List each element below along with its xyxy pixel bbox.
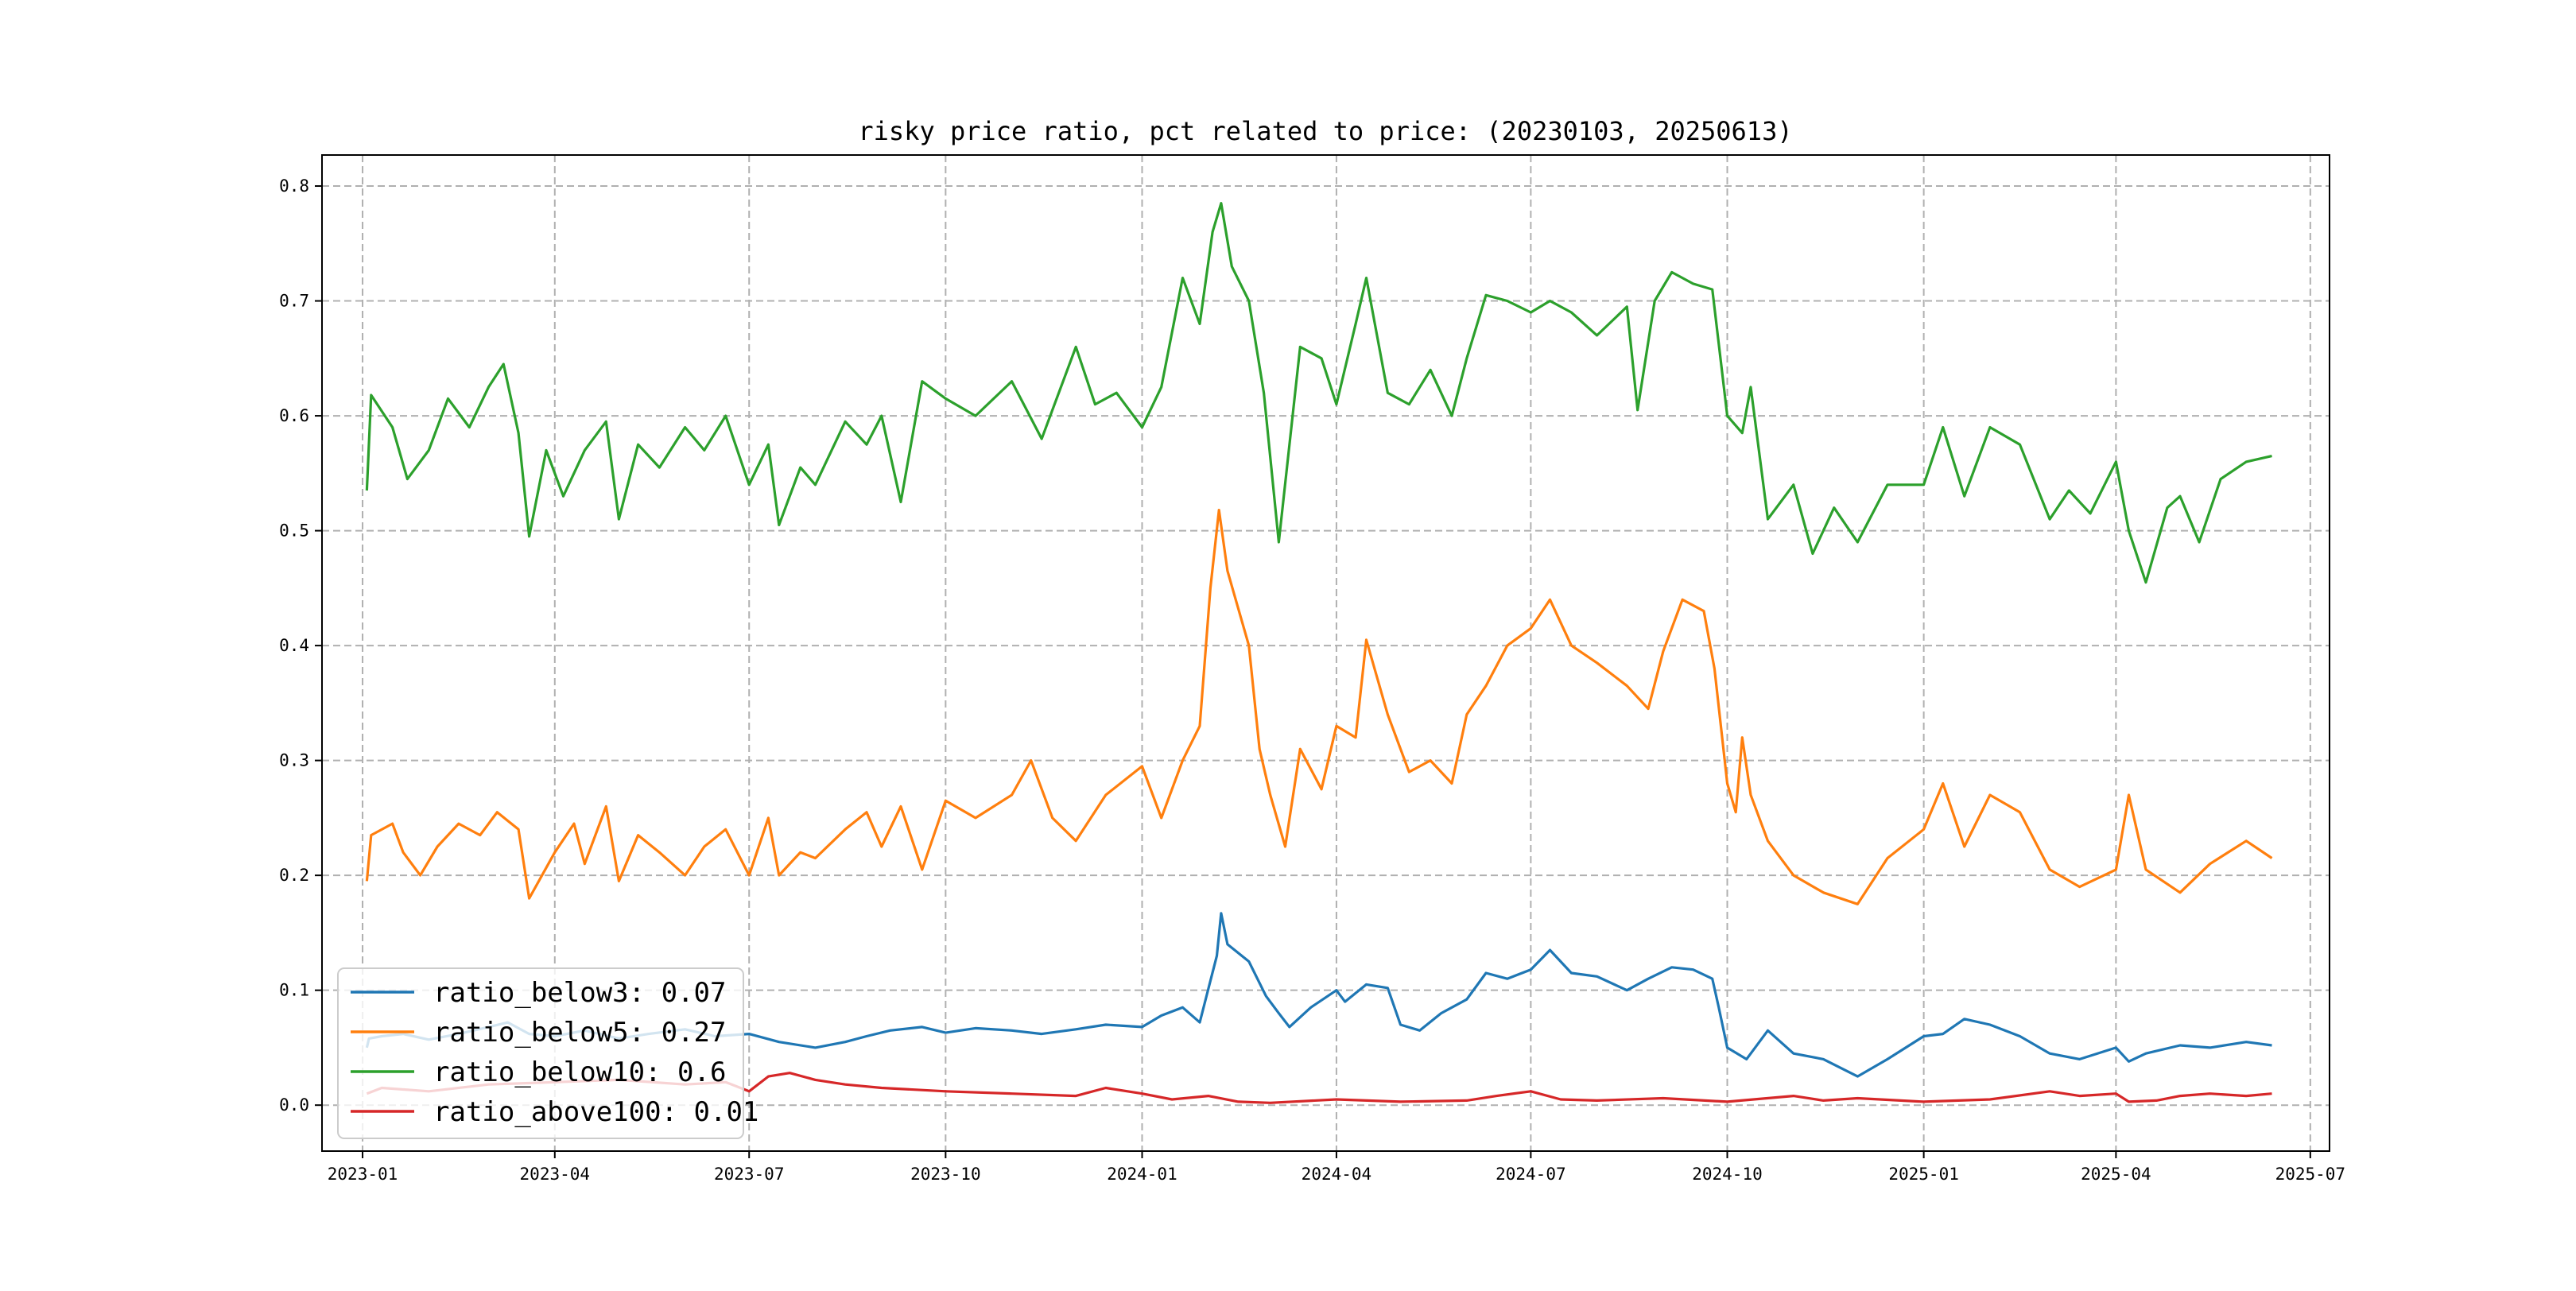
grid-lines	[322, 155, 2330, 1151]
x-tick-label: 2025-01	[1888, 1165, 1959, 1184]
x-tick-label: 2025-04	[2081, 1165, 2151, 1184]
x-tick-label: 2023-04	[520, 1165, 591, 1184]
legend-box	[337, 967, 744, 1139]
x-tick-label: 2024-10	[1692, 1165, 1763, 1184]
y-tick-label: 0.1	[279, 981, 309, 1000]
legend-label: ratio_below3: 0.07	[433, 977, 726, 1009]
y-tick-label: 0.4	[279, 636, 309, 655]
legend-label: ratio_below10: 0.6	[433, 1056, 726, 1088]
chart-title: risky price ratio, pct related to price:…	[858, 116, 1792, 146]
x-tick-label: 2024-07	[1496, 1165, 1566, 1184]
x-tick-label: 2023-10	[910, 1165, 981, 1184]
plot-frame	[321, 154, 2330, 1152]
x-tick-label: 2024-04	[1302, 1165, 1372, 1184]
y-tick-label: 0.7	[279, 292, 309, 311]
x-tick-label: 2024-01	[1107, 1165, 1177, 1184]
y-tick-label: 0.8	[279, 176, 309, 196]
legend-label: ratio_above100: 0.01	[433, 1096, 758, 1128]
legend: ratio_below3: 0.07 ratio_below5: 0.27 rati…	[337, 967, 758, 1139]
legend-label: ratio_below5: 0.27	[433, 1017, 726, 1049]
y-tick-label: 0.3	[279, 751, 309, 770]
x-tick-label: 2023-07	[714, 1165, 785, 1184]
x-tick-label: 2025-07	[2275, 1165, 2346, 1184]
y-tick-label: 0.2	[279, 866, 309, 885]
series-line-ratio-below5	[365, 509, 2273, 905]
y-tick-label: 0.5	[279, 521, 309, 541]
x-tick-label: 2023-01	[328, 1165, 398, 1184]
y-tick-label: 0.0	[279, 1095, 309, 1115]
axes: 2023-01 2023-04 2023-07 2023-10 2024-01 2024-…	[279, 176, 2345, 1184]
series-line-ratio-below10	[365, 202, 2272, 584]
y-tick-label: 0.6	[279, 406, 309, 425]
